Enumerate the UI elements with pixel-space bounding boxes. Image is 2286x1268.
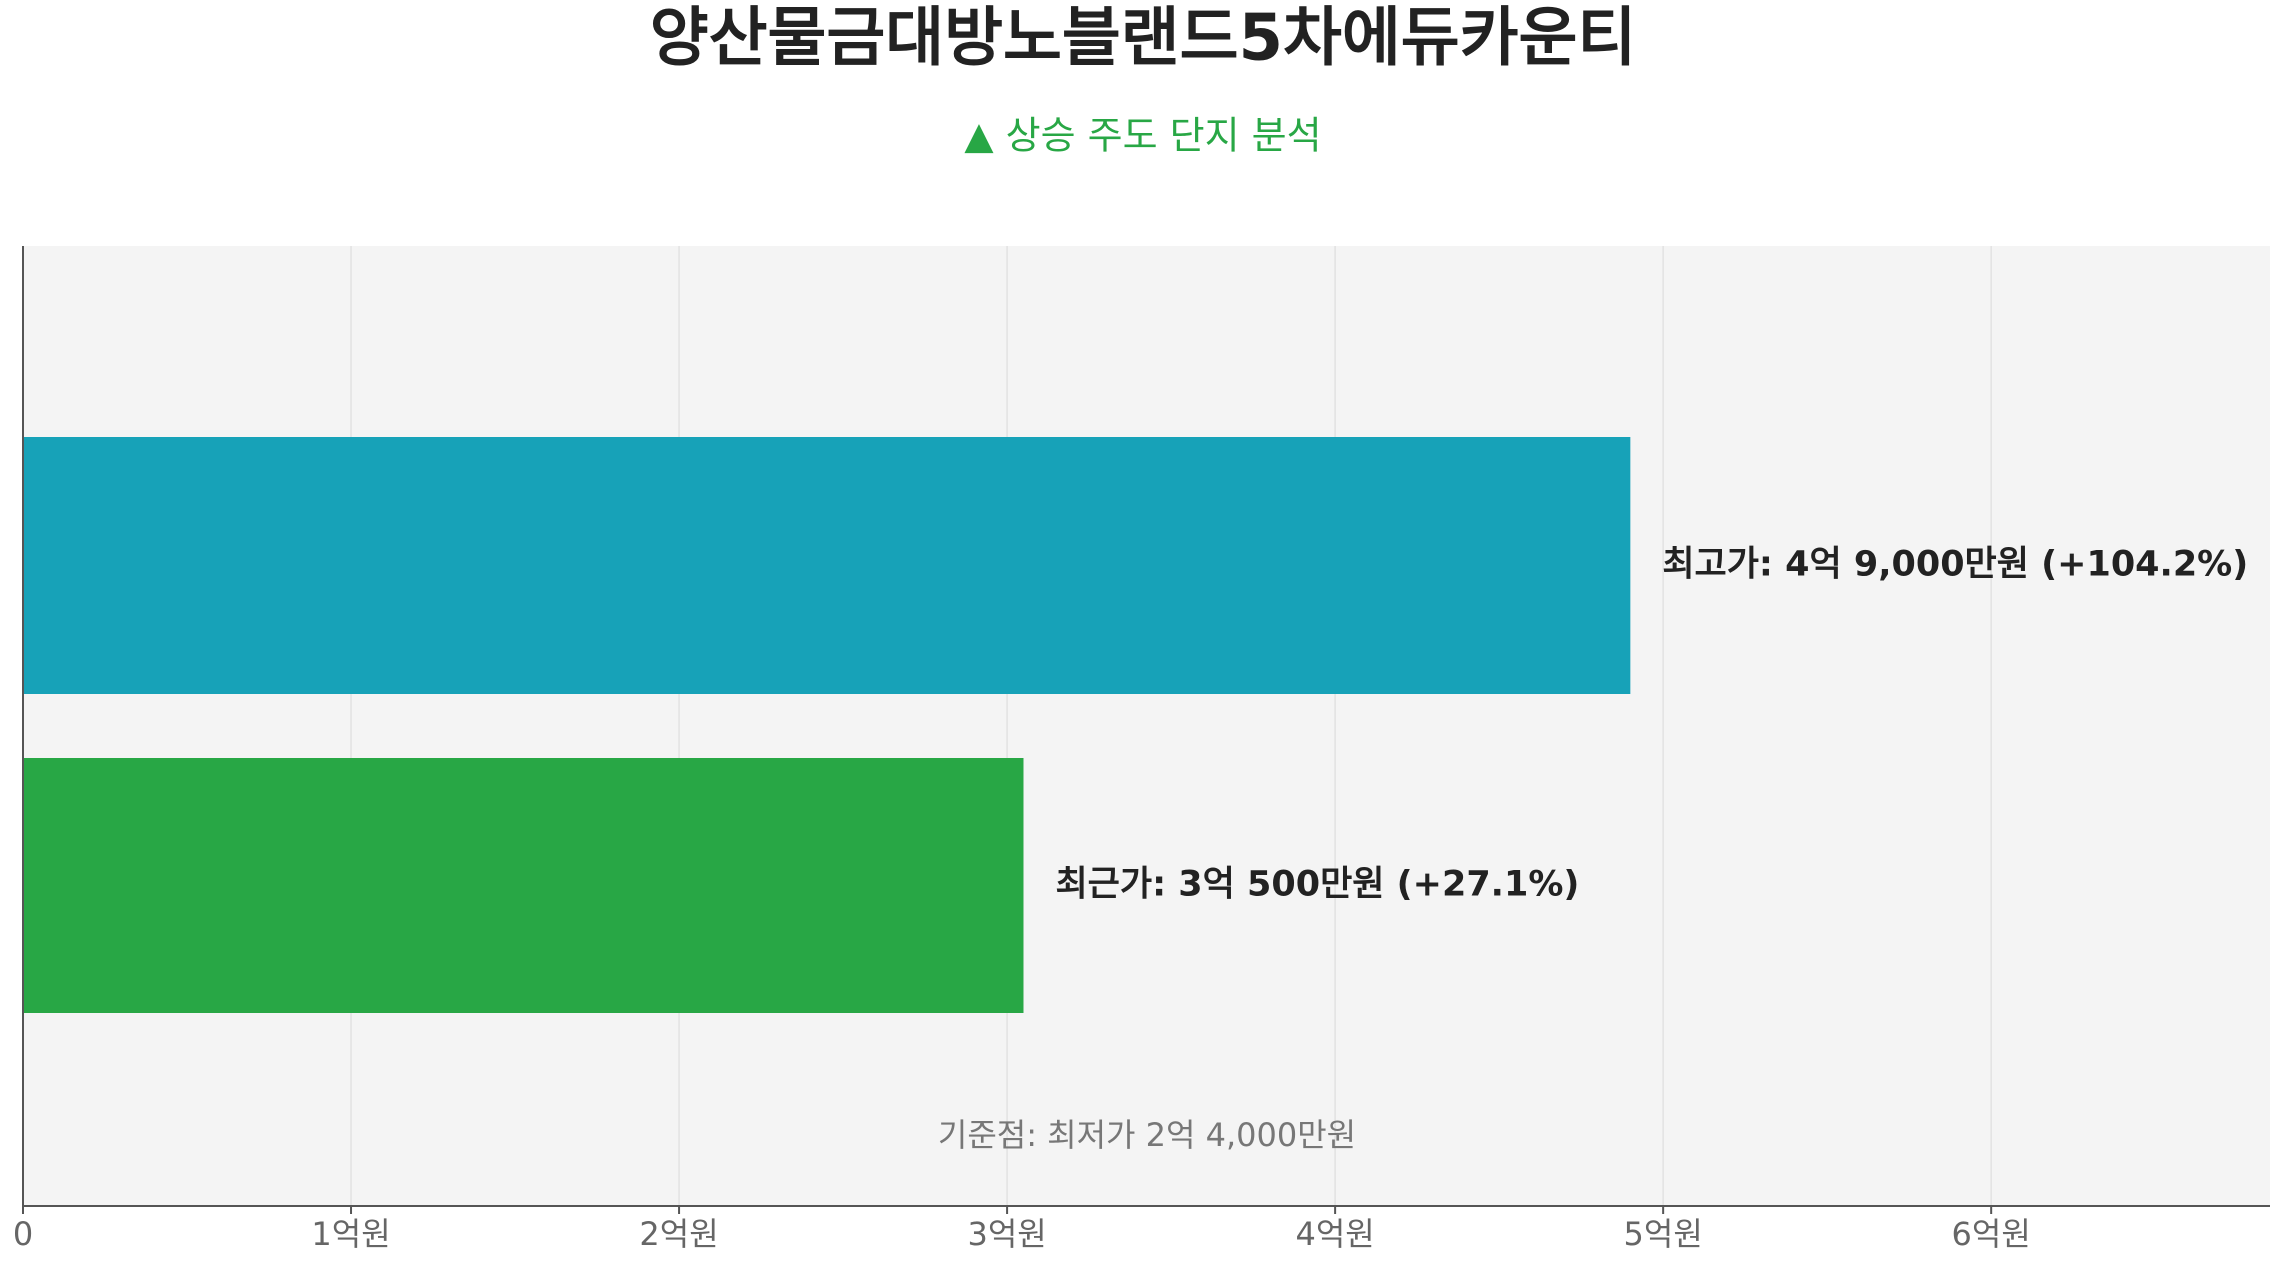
x-tick-label: 2억원	[639, 1215, 718, 1253]
x-tick-label: 3억원	[967, 1215, 1046, 1253]
x-tick-label: 1억원	[311, 1215, 390, 1253]
chart-subtitle: ▲ 상승 주도 단지 분석	[964, 114, 1321, 158]
plot-background	[23, 246, 2270, 1206]
x-tick-label: 5억원	[1624, 1215, 1703, 1253]
bar	[23, 437, 1631, 694]
annotation: 기준점: 최저가 2억 4,000만원	[938, 1116, 1356, 1154]
chart-title: 양산물금대방노블랜드5차에듀카운티	[650, 2, 1637, 76]
x-tick-label: 6억원	[1952, 1215, 2031, 1253]
x-tick-label: 0	[13, 1215, 33, 1253]
bar	[23, 758, 1024, 1013]
value-label: 최근가: 3억 500만원 (+27.1%)	[1055, 865, 1579, 905]
x-tick-label: 4억원	[1295, 1215, 1374, 1253]
value-label: 최고가: 4억 9,000만원 (+104.2%)	[1662, 545, 2248, 585]
